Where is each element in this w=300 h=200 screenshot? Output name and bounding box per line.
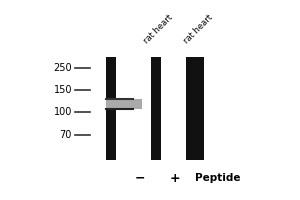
Text: 70: 70 <box>60 130 72 140</box>
Bar <box>116 99 151 160</box>
Text: 250: 250 <box>53 63 72 73</box>
Bar <box>143 57 161 160</box>
Text: rat heart: rat heart <box>182 12 214 45</box>
Bar <box>106 99 133 109</box>
Bar <box>186 57 204 160</box>
Bar <box>106 99 142 109</box>
Bar <box>116 57 151 99</box>
Text: Peptide: Peptide <box>195 173 241 183</box>
Text: +: + <box>170 171 180 184</box>
Text: 150: 150 <box>53 85 72 95</box>
Text: rat heart: rat heart <box>142 12 174 45</box>
Text: 100: 100 <box>54 107 72 117</box>
Bar <box>106 57 124 160</box>
Text: −: − <box>135 171 145 184</box>
